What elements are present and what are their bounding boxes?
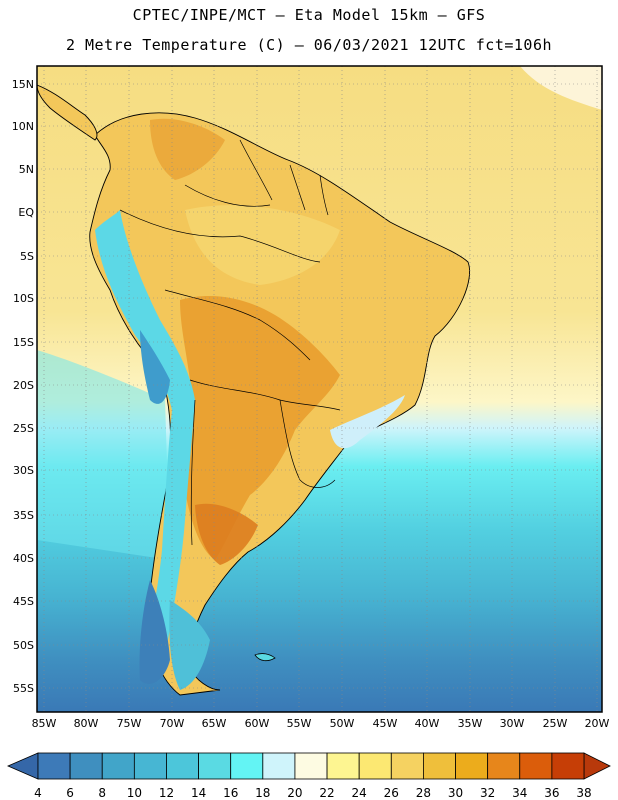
pacific-cool-region (37, 350, 170, 560)
lat-label: 25S (13, 422, 34, 435)
lon-label: 80W (74, 717, 99, 730)
lon-label: 45W (373, 717, 398, 730)
amazon-region (185, 205, 340, 285)
colorbar-label: 18 (255, 786, 270, 800)
lat-label: 55S (13, 682, 34, 695)
lon-label: 75W (117, 717, 142, 730)
colorbar-swatch (262, 752, 296, 780)
colorbar-label: 10 (127, 786, 142, 800)
southern-andes-cold-region (139, 580, 170, 684)
andes-cold-strip (95, 210, 195, 674)
lon-label: 50W (330, 717, 355, 730)
colorbar-swatch (101, 752, 135, 780)
colorbar-label: 6 (66, 786, 74, 800)
atlantic-warm-region (520, 66, 602, 110)
colorbar-label: 16 (223, 786, 238, 800)
lat-label: 5S (20, 250, 34, 263)
colorbar-swatch (358, 752, 392, 780)
map-title-line-1: CPTEC/INPE/MCT – Eta Model 15km – GFS (132, 6, 486, 24)
colorbar-label: 12 (159, 786, 174, 800)
colorbar-swatch (133, 752, 167, 780)
colorbar-label: 28 (416, 786, 431, 800)
warm-interior-region (180, 295, 340, 560)
colorbar-swatch (166, 752, 199, 780)
colorbar-swatch (37, 752, 71, 780)
colorbar-high-arrow (583, 752, 611, 780)
colorbar-swatch (294, 752, 328, 780)
country-borders (119, 139, 341, 546)
colorbar-label: 20 (287, 786, 302, 800)
colorbar-low-arrow (6, 752, 39, 780)
colorbar: 4 6 8 10 12 14 16 18 20 22 24 26 28 30 32 34 36 38 (6, 752, 611, 800)
lat-label: 15S (13, 336, 34, 349)
map-title-line-2: 2 Metre Temperature (C) – 06/03/2021 12U… (65, 36, 553, 54)
colorbar-label: 8 (98, 786, 106, 800)
colorbar-label: 22 (319, 786, 334, 800)
colorbar-swatch (198, 752, 232, 780)
altiplano-cold-region (140, 330, 170, 404)
colorbar-label: 26 (384, 786, 399, 800)
map-frame (36, 65, 603, 713)
venezuela-warm-region (150, 118, 225, 180)
lon-label: 25W (543, 717, 568, 730)
colorbar-swatch (455, 752, 489, 780)
lat-label: EQ (18, 206, 34, 219)
lat-label: 5N (19, 163, 34, 176)
lon-label: 65W (202, 717, 227, 730)
lon-label: 30W (500, 717, 525, 730)
colorbar-label: 36 (544, 786, 559, 800)
colorbar-swatch (326, 752, 360, 780)
lon-label: 55W (287, 717, 312, 730)
colorbar-swatch (519, 752, 553, 780)
colorbar-swatch (230, 752, 264, 780)
lat-label: 15N (12, 78, 34, 91)
colorbar-label: 14 (191, 786, 206, 800)
southeast-cool-region (330, 395, 405, 449)
map-field (37, 66, 602, 712)
lon-label: 20W (585, 717, 610, 730)
lon-label: 60W (245, 717, 270, 730)
lat-label: 10S (13, 292, 34, 305)
lat-label: 50S (13, 639, 34, 652)
lat-label: 40S (13, 552, 34, 565)
colorbar-label: 32 (480, 786, 495, 800)
lon-label: 85W (32, 717, 57, 730)
colorbar-swatch (423, 752, 456, 780)
patagonia-warm-region (195, 503, 258, 565)
colorbar-swatch (551, 752, 585, 780)
colorbar-label: 38 (576, 786, 591, 800)
longitude-labels: 85W 80W 75W 70W 65W 60W 55W 50W 45W 40W … (32, 717, 610, 730)
falkland-islands (254, 653, 276, 662)
lon-label: 35W (458, 717, 483, 730)
colorbar-swatch (69, 752, 103, 780)
lat-label: 10N (12, 120, 34, 133)
colorbar-label: 4 (34, 786, 42, 800)
lat-label: 45S (13, 595, 34, 608)
colorbar-swatch (390, 752, 424, 780)
latitude-labels: 15N 10N 5N EQ 5S 10S 15S 20S 25S 30S 35S… (12, 78, 35, 695)
colorbar-label: 30 (448, 786, 463, 800)
colorbar-label: 24 (352, 786, 367, 800)
colorbar-label: 34 (512, 786, 527, 800)
lat-label: 20S (13, 379, 34, 392)
lon-label: 40W (415, 717, 440, 730)
lat-label: 30S (13, 464, 34, 477)
colorbar-swatch (487, 752, 521, 780)
lat-label: 35S (13, 509, 34, 522)
lon-label: 70W (160, 717, 185, 730)
